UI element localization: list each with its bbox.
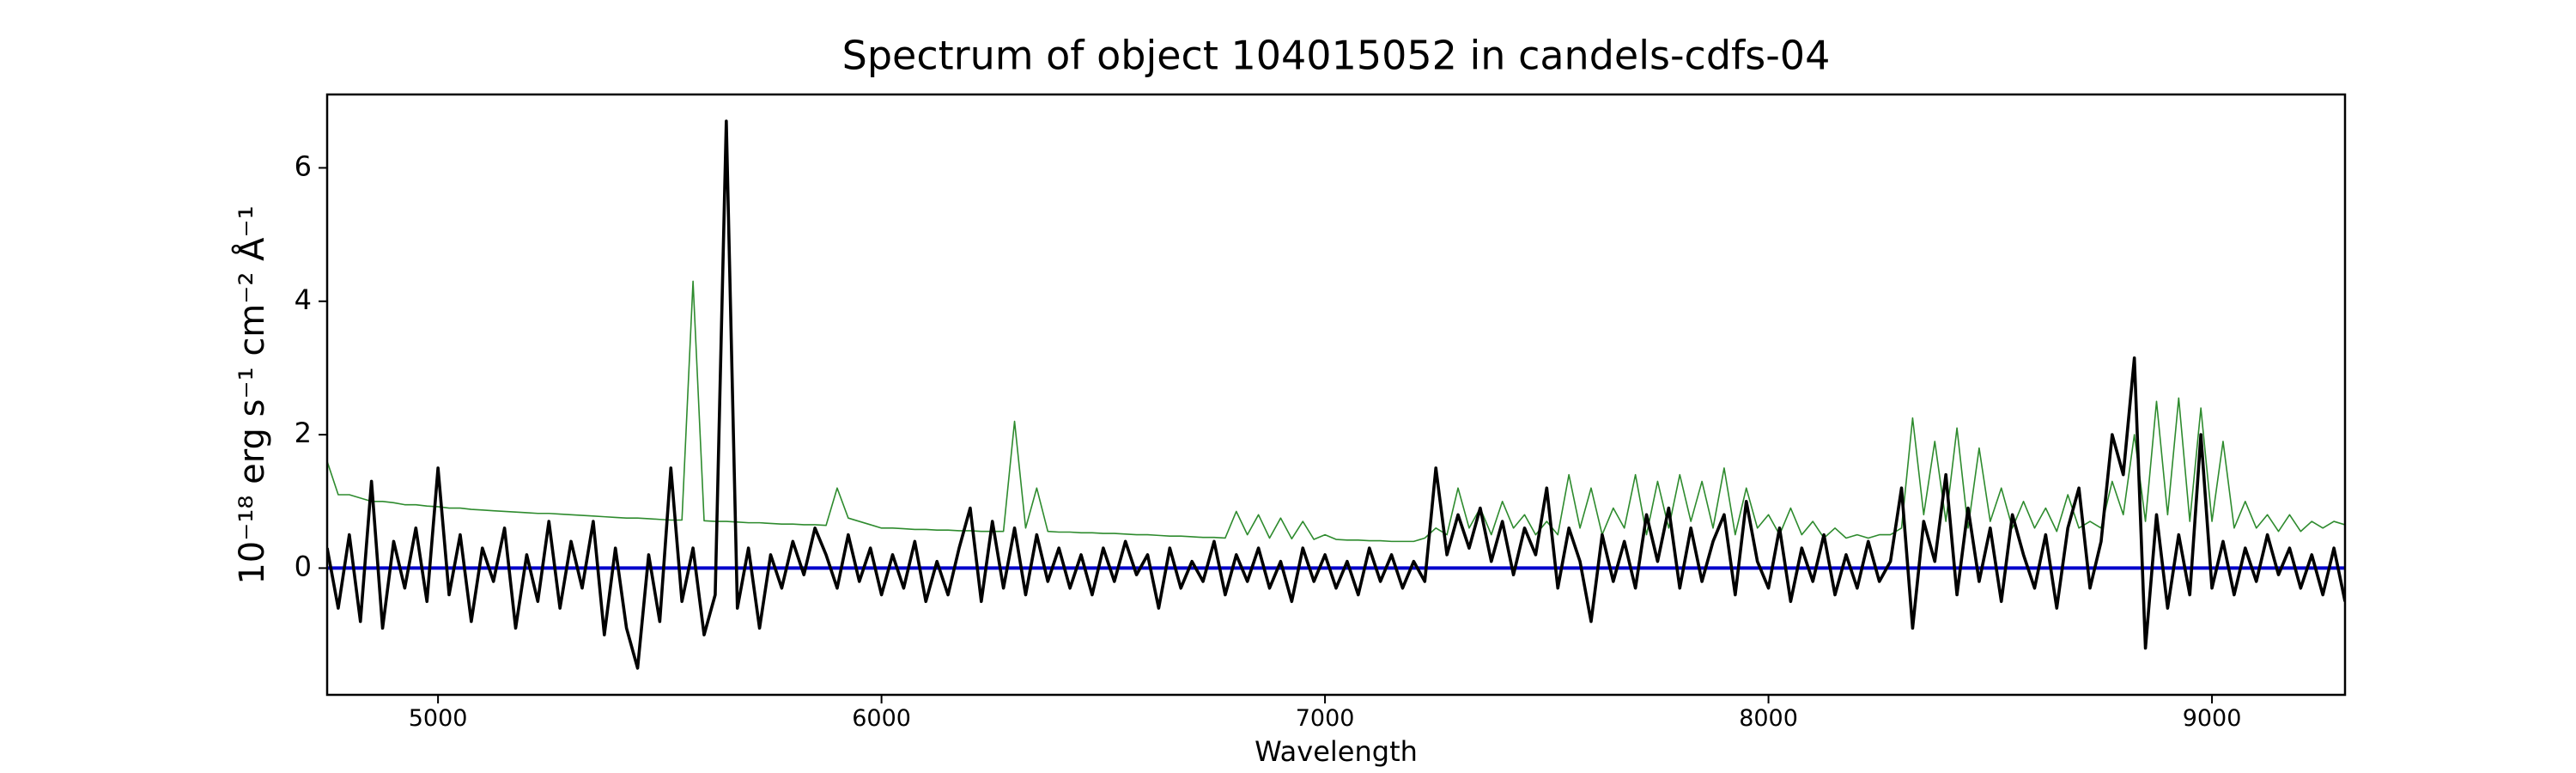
plot-area <box>327 119 2345 670</box>
spectrum-line <box>327 280 2345 543</box>
x-tick-label: 7000 <box>1296 705 1355 732</box>
x-tick-label: 6000 <box>852 705 911 732</box>
y-tick-label: 2 <box>295 417 312 449</box>
y-tick-label: 0 <box>295 550 312 582</box>
x-tick-label: 9000 <box>2183 705 2242 732</box>
y-tick-label: 6 <box>295 149 312 182</box>
y-axis-label: 10⁻¹⁸ erg s⁻¹ cm⁻² Å⁻¹ <box>231 205 272 584</box>
chart-title: Spectrum of object 104015052 in candels-… <box>842 33 1831 79</box>
axes-frame <box>325 93 2347 697</box>
x-tick-label: 8000 <box>1739 705 1798 732</box>
x-tick-label: 5000 <box>409 705 468 732</box>
x-axis-label: Wavelength <box>1255 735 1418 768</box>
spectrum-line <box>327 119 2345 670</box>
y-tick-label: 4 <box>295 283 312 316</box>
